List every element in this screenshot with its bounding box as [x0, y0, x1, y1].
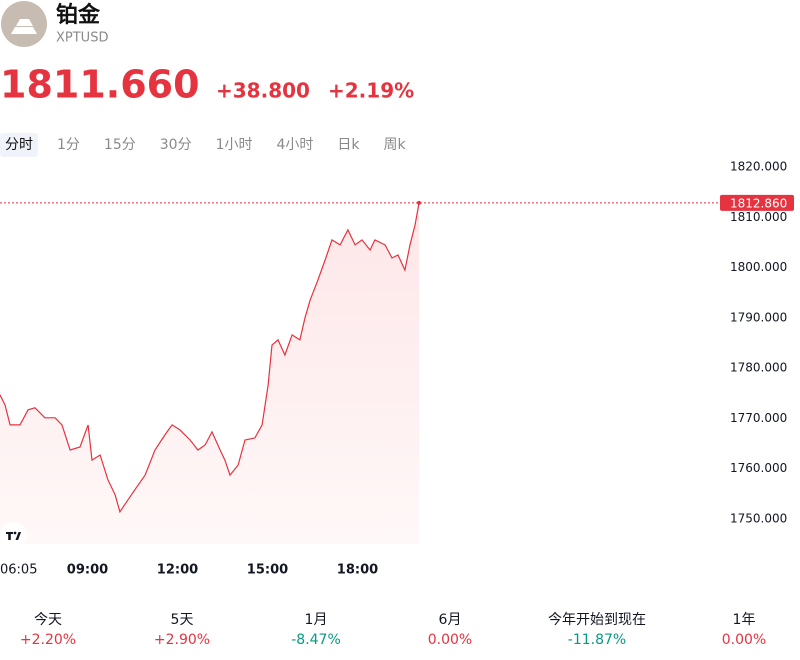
period-label[interactable]: 6月	[439, 612, 462, 628]
period-label[interactable]: 1月	[305, 612, 328, 628]
last-price-badge	[720, 194, 794, 211]
x-tick-label: 15:00	[247, 563, 288, 578]
period-change: +2.20%	[20, 632, 76, 648]
price-change: +38.800	[216, 79, 310, 103]
timeframe-tab[interactable]: 1小时	[216, 137, 253, 153]
price-change-percent: +2.19%	[328, 79, 414, 103]
instrument-title: 铂金	[56, 2, 101, 28]
y-tick-label: 1760.000	[730, 461, 787, 475]
x-tick-label: 18:00	[337, 563, 378, 578]
symbol: XPTUSD	[56, 31, 108, 46]
performance-periods: 今天 +2.20% 5天 +2.90% 1月 -8.47% 6月 0.00% 今年开始到现在 -1…	[20, 612, 766, 648]
y-tick-label: 1800.000	[730, 260, 787, 274]
period-change: -11.87%	[568, 632, 626, 648]
last-point	[417, 200, 422, 205]
timeframe-tabs: 分时 1分 15分 30分 1小时 4小时 日k 周k	[0, 133, 407, 157]
timeframe-tab[interactable]: 30分	[160, 137, 192, 153]
x-tick-label: 12:00	[157, 563, 198, 578]
period-change: +2.90%	[154, 632, 210, 648]
symbol-icon	[1, 1, 47, 47]
period-change: 0.00%	[722, 632, 766, 648]
period-change: 0.00%	[428, 632, 472, 648]
timeframe-tab[interactable]: 1分	[57, 137, 80, 153]
timeframe-tab[interactable]: 4小时	[277, 137, 314, 153]
y-tick-label: 1770.000	[730, 411, 787, 425]
x-tick-label: 09:00	[67, 563, 108, 578]
y-tick-label: 1780.000	[730, 361, 787, 375]
timeframe-tab[interactable]: 周k	[384, 137, 407, 153]
period-label[interactable]: 今年开始到现在	[548, 612, 646, 628]
y-tick-label: 1750.000	[730, 511, 787, 525]
price-line	[0, 202, 420, 514]
y-tick-label: 1810.000	[730, 210, 787, 224]
tradingview-logo	[0, 522, 27, 550]
period-label[interactable]: 1年	[733, 612, 756, 628]
line-area	[0, 202, 420, 544]
period-change: -8.47%	[291, 632, 341, 648]
timeframe-tab[interactable]: 分时	[5, 137, 33, 153]
timeframe-tab[interactable]: 15分	[104, 137, 136, 153]
chart: 1750.000 1760.000 1770.000 1780.000 1790.000…	[0, 160, 794, 578]
last-price-label: 1812.860	[730, 196, 787, 210]
tab-selected-bg	[0, 133, 38, 157]
period-label[interactable]: 今天	[34, 612, 62, 628]
period-label[interactable]: 5天	[171, 612, 194, 628]
y-tick-label: 1820.000	[730, 160, 787, 174]
y-tick-label: 1790.000	[730, 310, 787, 324]
timeframe-tab[interactable]: 日k	[337, 137, 360, 153]
price: 1811.660	[0, 63, 200, 107]
x-tick-label: 06:05	[0, 563, 37, 578]
